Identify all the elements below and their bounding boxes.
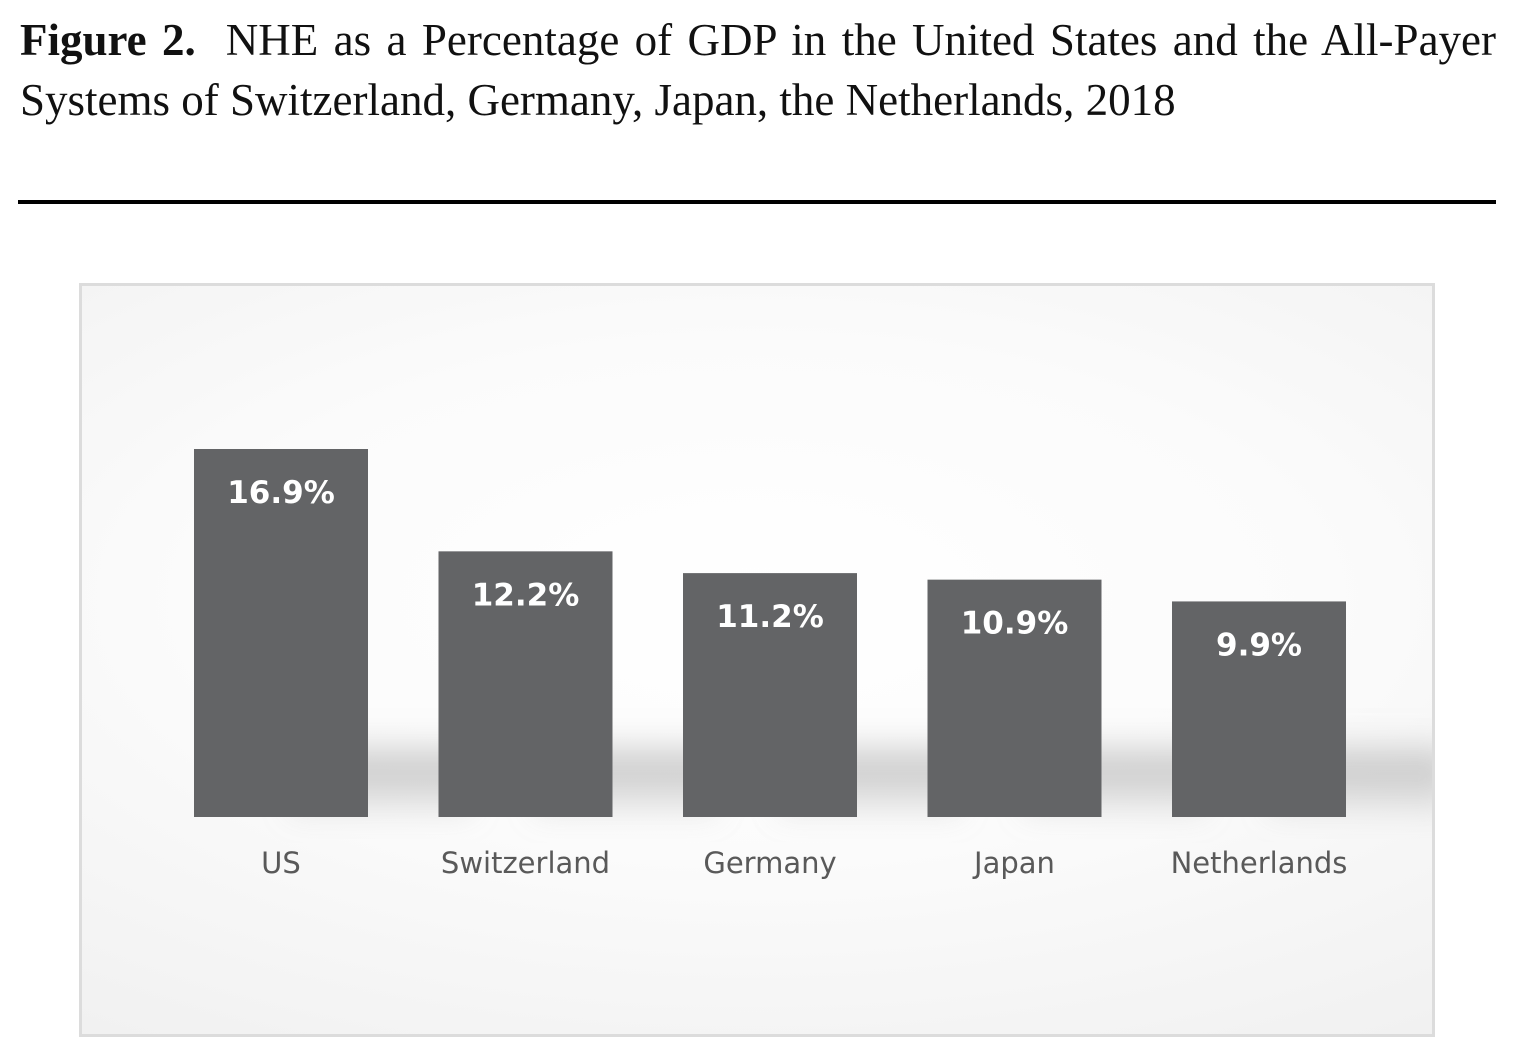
bar-germany xyxy=(683,573,857,817)
bar-netherlands xyxy=(1172,601,1346,817)
bar-value-label: 12.2% xyxy=(472,577,580,613)
bar-value-label: 16.9% xyxy=(227,475,335,511)
bar-switzerland xyxy=(438,551,613,817)
category-labels: US Switzerland Germany Japan Netherlands xyxy=(261,846,1347,880)
bar-us xyxy=(194,449,368,817)
bar-value-labels: 16.9% 12.2% 11.2% 10.9% 9.9% xyxy=(227,475,1302,663)
bar-japan xyxy=(927,579,1102,817)
figure-caption-text: NHE as a Percentage of GDP in the United… xyxy=(20,15,1496,125)
category-label: Switzerland xyxy=(441,846,610,880)
bars xyxy=(194,449,1346,817)
bar-value-label: 10.9% xyxy=(961,606,1069,642)
category-label: Netherlands xyxy=(1171,846,1348,880)
category-label: Japan xyxy=(972,846,1055,880)
category-label: Germany xyxy=(703,846,836,880)
bar-chart: 16.9% 12.2% 11.2% 10.9% 9.9% US Switzerland Ge… xyxy=(194,449,1432,880)
chart-frame: 16.9% 12.2% 11.2% 10.9% 9.9% US Switzerland Ge… xyxy=(79,283,1435,1037)
figure-label: Figure 2. xyxy=(20,15,196,65)
bar-value-label: 9.9% xyxy=(1216,627,1302,663)
bar-value-label: 11.2% xyxy=(716,599,824,635)
figure-caption: Figure 2. NHE as a Percentage of GDP in t… xyxy=(20,10,1496,130)
caption-divider xyxy=(18,200,1496,204)
category-label: US xyxy=(261,846,301,880)
